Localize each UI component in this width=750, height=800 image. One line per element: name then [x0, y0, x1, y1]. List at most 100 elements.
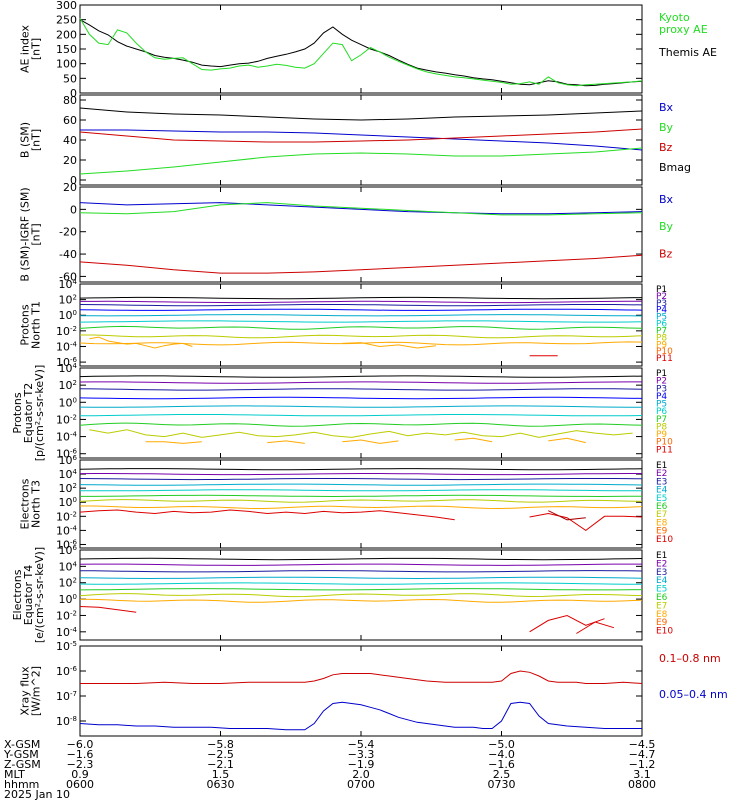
legend-entry: E4: [656, 576, 668, 586]
y-axis-label: B (SM): [19, 122, 32, 158]
x-row-value: −1.6: [488, 758, 515, 771]
channel-line-sparse: [342, 342, 436, 349]
legend-entry: E2: [656, 469, 667, 479]
channel-line: [79, 576, 643, 580]
legend-entry: By: [659, 121, 674, 134]
legend-entry: By: [659, 220, 674, 233]
legend-entry: Bx: [659, 193, 674, 206]
legend-entry: E7: [656, 510, 667, 520]
panel-xray: 10-5 10-6 10-7 10-8 Xray flux[W/m^2] 0.1–0.8 …: [19, 640, 728, 737]
y-tick-label: 10-7: [56, 690, 77, 703]
panel-bsm: 80 60 40 20 0 B (SM)[nT] Bx By Bz Bmag: [19, 94, 692, 187]
y-tick-label: 104: [59, 362, 78, 375]
channel-line-sparse: [267, 440, 305, 444]
y-tick-label: 10-6: [56, 356, 78, 369]
channel-line: [79, 557, 643, 561]
legend-entry: E9: [656, 618, 668, 628]
legend-entry: P11: [656, 354, 673, 364]
channel-line-sparse: [79, 509, 455, 521]
y-axis-label: Protons: [11, 392, 24, 433]
series-line-kyoto-proxy-ae: [79, 17, 643, 87]
channel-line-sparse: [529, 614, 605, 633]
y-tick-label: 10-4: [56, 340, 78, 353]
y-tick-label: 10-2: [56, 609, 77, 622]
x-row-value: 0630: [207, 778, 235, 791]
y-tick-label: 10-2: [56, 325, 77, 338]
legend-entry: E6: [656, 502, 668, 512]
x-row-value: −2.1: [207, 758, 234, 771]
y-tick-label: 40: [63, 134, 77, 147]
y-axis-label: North T1: [30, 301, 43, 349]
y-tick-label: 250: [56, 14, 77, 27]
x-row-value: −6.0: [67, 738, 94, 751]
x-row-value: 0.9: [71, 768, 89, 781]
y-tick-label: 10-6: [56, 448, 78, 461]
panel-frame: [79, 645, 643, 737]
y-axis-label: B (SM)-IGRF (SM): [19, 187, 32, 281]
channel-line: [79, 414, 643, 417]
legend-entry: P6: [656, 320, 667, 330]
y-tick-label: 10-6: [56, 538, 78, 551]
channel-line: [79, 593, 643, 598]
channel-line: [79, 381, 642, 384]
channel-line-sparse: [145, 441, 202, 444]
legend-entry: E10: [656, 627, 673, 637]
y-tick-label: 20: [63, 181, 77, 194]
legend-entry: P3: [656, 384, 667, 394]
legend-entry: E2: [656, 559, 667, 569]
y-tick-label: 100: [56, 58, 77, 71]
legend-entry: P4: [656, 306, 667, 316]
y-axis-label: [p/(cm²-s-sr-keV)]: [33, 365, 46, 462]
y-tick-label: 10-4: [56, 431, 78, 444]
x-row-value: −4.5: [629, 738, 656, 751]
channel-line: [79, 375, 643, 378]
y-tick-label: -40: [59, 248, 77, 261]
x-row-value: 0730: [488, 778, 516, 791]
series-line-0-05-0-4-nm: [79, 701, 642, 731]
y-tick-label: 0: [70, 174, 77, 187]
channel-line-sparse: [548, 437, 586, 444]
y-axis-label: Equator T4: [22, 565, 35, 625]
y-tick-label: 104: [59, 278, 78, 291]
x-row-value: 0600: [66, 778, 94, 791]
x-row-value: −4.0: [488, 748, 515, 761]
channel-line-sparse: [576, 621, 615, 634]
series-line-themis-ae: [79, 19, 643, 87]
x-row-value: −1.9: [348, 758, 375, 771]
x-row-value: −4.7: [629, 748, 656, 761]
series-line-bx: [80, 129, 643, 151]
legend-entry: 0.05–0.4 nm: [659, 688, 728, 701]
y-tick-label: 102: [59, 577, 77, 590]
y-tick-label: 10-4: [56, 524, 78, 537]
y-tick-label: 0: [70, 87, 77, 100]
series-line-by: [79, 202, 643, 216]
panel-frame: [79, 4, 643, 94]
y-tick-label: 100: [59, 593, 77, 606]
legend-entry: P10: [656, 347, 673, 357]
legend-entry: E8: [656, 610, 668, 620]
channel-line: [80, 494, 643, 498]
channel-line-sparse: [548, 510, 586, 521]
x-row-value: −2.5: [207, 748, 234, 761]
y-axis-label: [nT]: [30, 129, 43, 151]
legend-entry: P8: [656, 422, 667, 432]
series-line-bx: [79, 202, 643, 215]
y-tick-label: 102: [59, 482, 77, 495]
x-row-value: −5.8: [207, 738, 234, 751]
legend-entry: P11: [656, 445, 673, 455]
x-row-value: −1.6: [67, 748, 94, 761]
y-tick-label: -60: [59, 270, 77, 283]
legend-entry: Themis AE: [658, 46, 717, 59]
channel-line-sparse: [89, 429, 633, 438]
y-tick-label: 100: [59, 396, 77, 409]
legend: 0.1–0.8 nm 0.05–0.4 nm: [659, 652, 728, 701]
channel-line: [79, 308, 643, 311]
channel-line: [79, 489, 642, 492]
y-tick-label: 10-8: [56, 715, 77, 728]
